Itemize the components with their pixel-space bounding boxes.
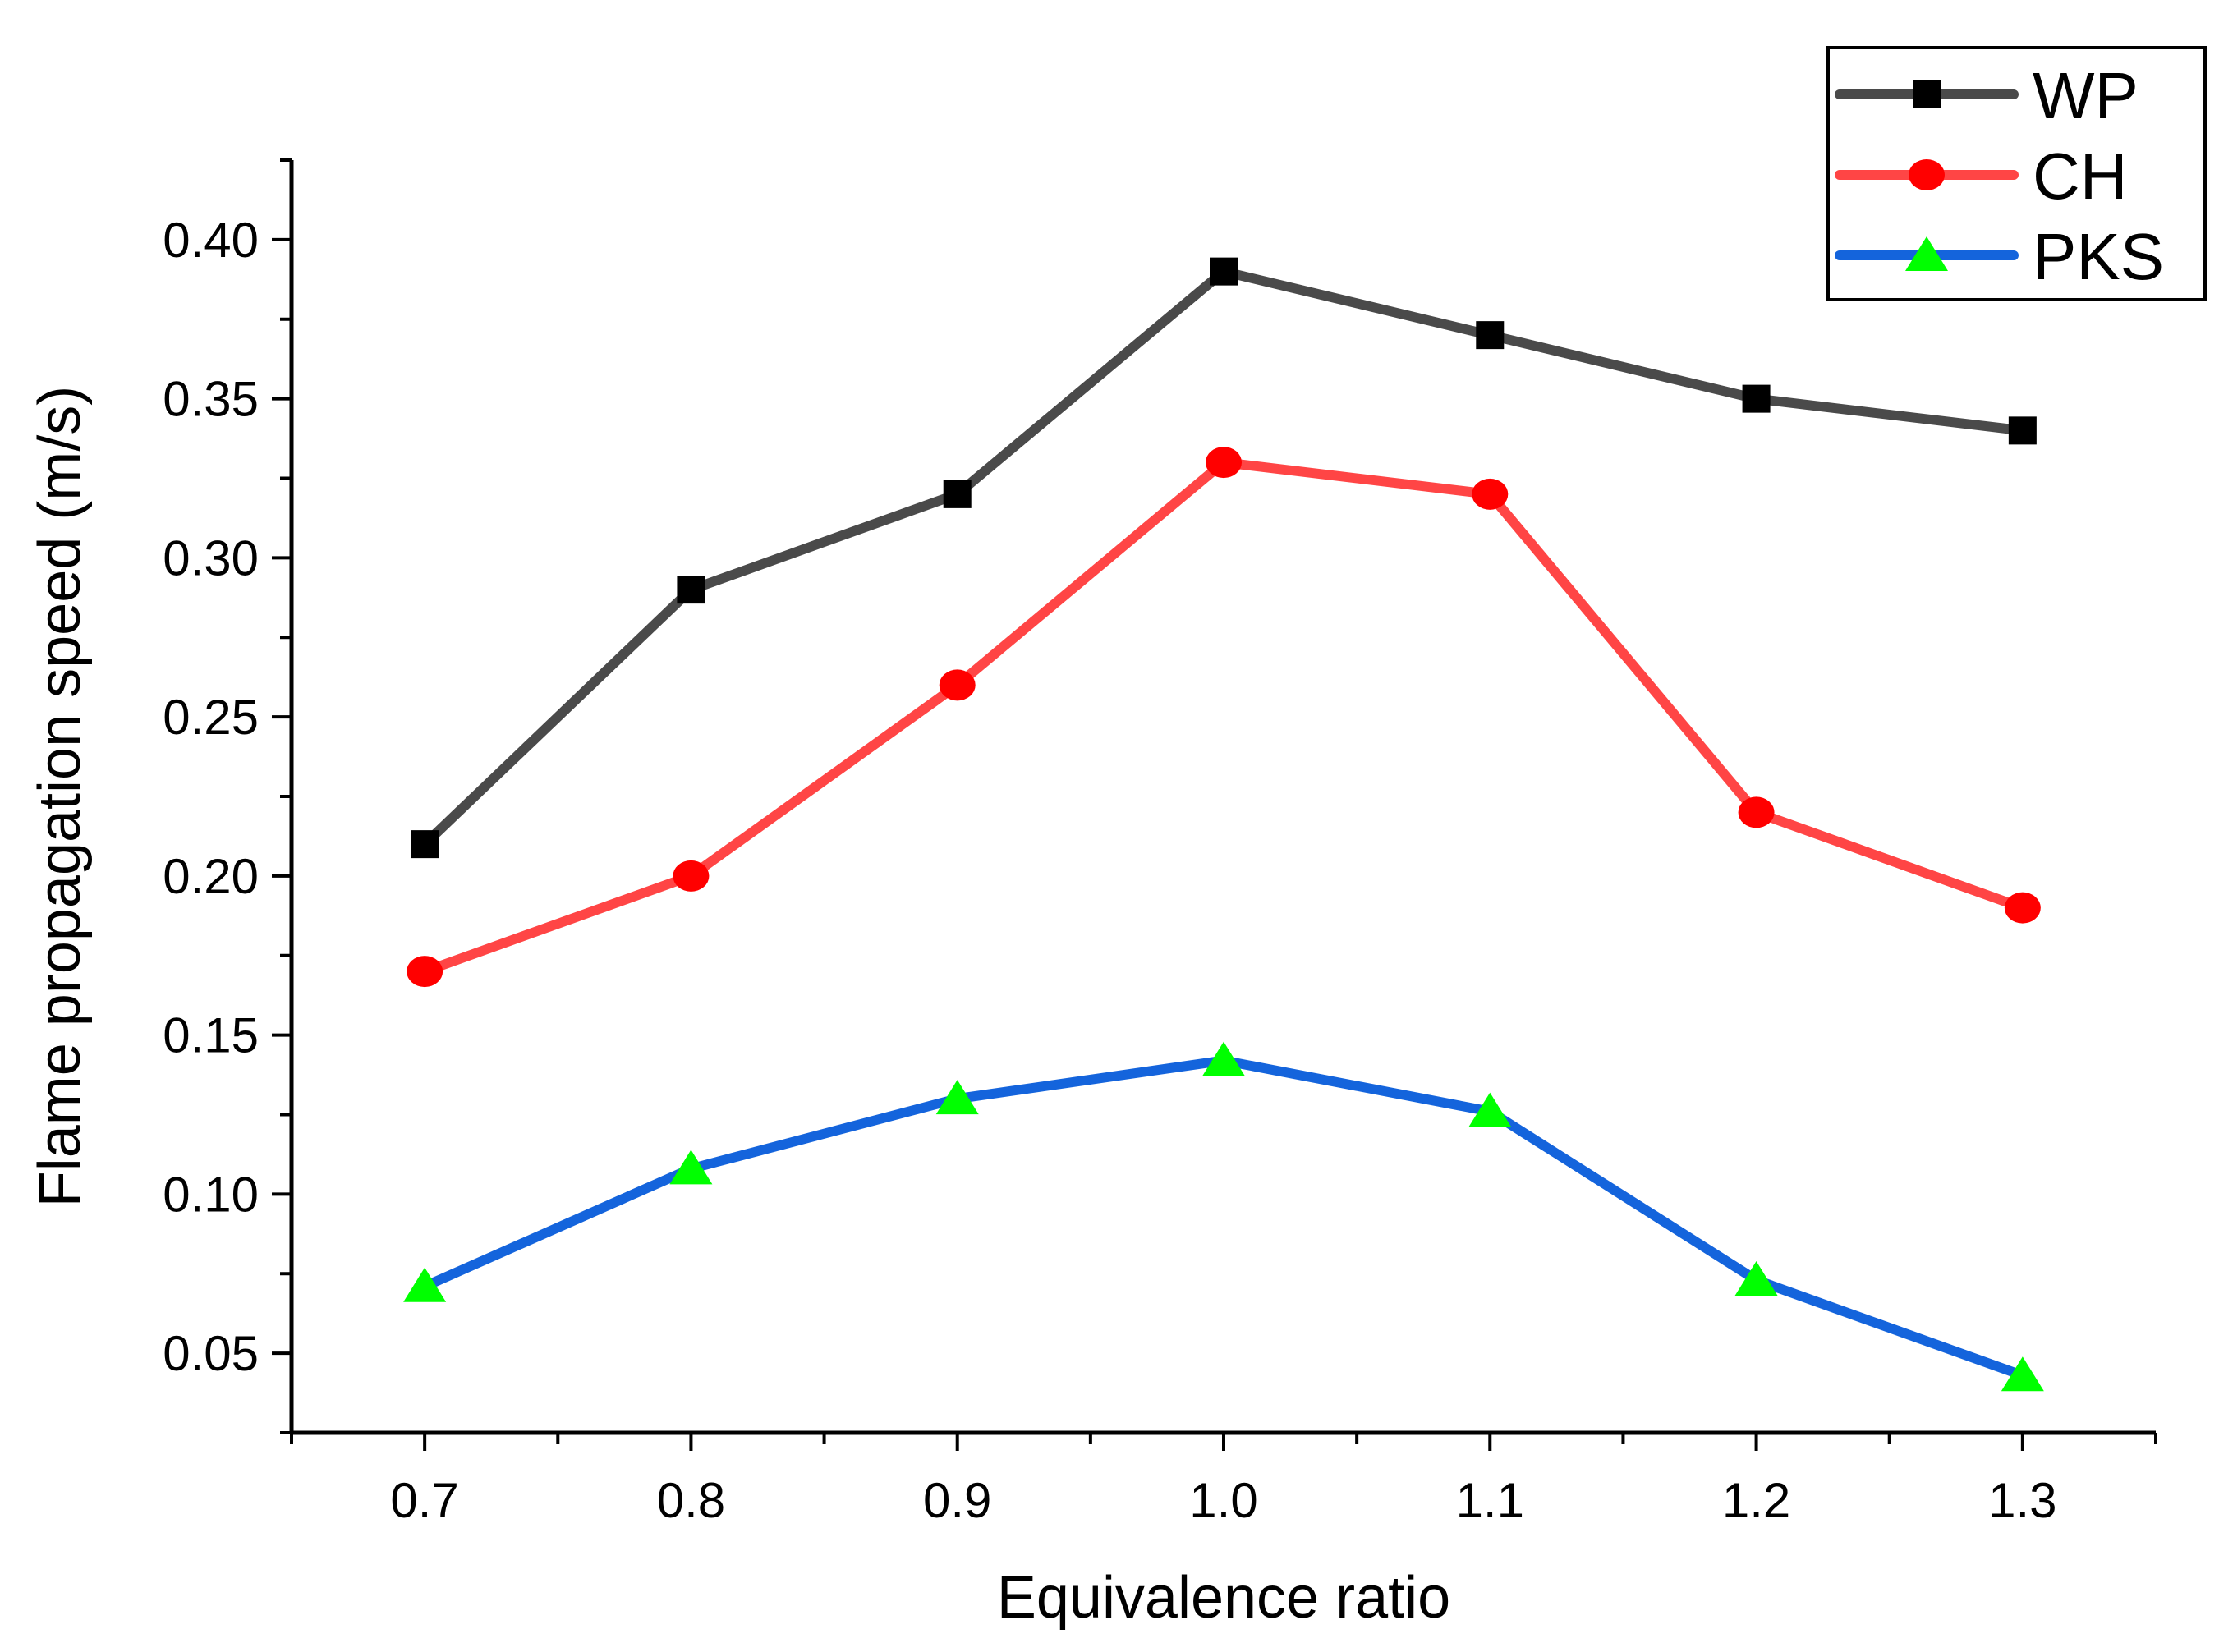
x-tick-label: 1.2 bbox=[1722, 1473, 1790, 1528]
data-point-wp bbox=[1742, 384, 1771, 413]
y-tick-label: 0.20 bbox=[163, 849, 259, 904]
data-point-wp bbox=[411, 830, 439, 859]
data-point-ch bbox=[2004, 892, 2041, 924]
y-tick-label: 0.35 bbox=[163, 372, 259, 427]
legend-item-wp: WP bbox=[1835, 59, 2139, 132]
data-point-ch bbox=[1206, 447, 1242, 479]
data-point-wp bbox=[2008, 416, 2037, 445]
x-axis-title: Equivalence ratio bbox=[997, 1565, 1450, 1631]
legend-label-wp: WP bbox=[2033, 59, 2139, 132]
data-point-ch bbox=[1472, 478, 1509, 510]
series-line-ch bbox=[420, 457, 2028, 977]
y-tick-label: 0.25 bbox=[163, 690, 259, 745]
x-tick-label: 1.3 bbox=[1988, 1473, 2056, 1528]
data-point-pks bbox=[1202, 1041, 1245, 1076]
y-tick-label: 0.05 bbox=[163, 1326, 259, 1381]
y-tick-label: 0.10 bbox=[163, 1167, 259, 1222]
legend-item-pks: PKS bbox=[1835, 220, 2164, 293]
data-point-wp bbox=[677, 576, 705, 604]
data-point-pks bbox=[2001, 1356, 2044, 1392]
data-point-wp bbox=[1476, 321, 1505, 350]
legend-marker-wp bbox=[1913, 80, 1941, 108]
axes bbox=[289, 160, 2156, 1435]
series-line-pks bbox=[420, 1055, 2028, 1381]
y-axis-title: Flame propagation speed (m/s) bbox=[27, 386, 93, 1207]
y-tick-label: 0.30 bbox=[163, 530, 259, 585]
legend-label-ch: CH bbox=[2033, 140, 2128, 213]
series-pks bbox=[403, 1041, 2044, 1392]
legend-marker-pks bbox=[1905, 236, 1948, 271]
series bbox=[403, 257, 2044, 1392]
data-point-pks bbox=[1734, 1261, 1778, 1296]
legend-item-ch: CH bbox=[1835, 140, 2128, 213]
data-point-ch bbox=[1738, 796, 1775, 828]
data-point-pks bbox=[403, 1267, 447, 1302]
data-point-ch bbox=[673, 860, 710, 892]
series-line-wp bbox=[420, 266, 2028, 850]
y-tick-label: 0.40 bbox=[163, 213, 259, 268]
x-tick-label: 0.7 bbox=[390, 1473, 458, 1528]
data-point-ch bbox=[407, 956, 443, 988]
data-point-pks bbox=[1468, 1092, 1512, 1127]
series-wp bbox=[411, 257, 2037, 859]
x-tick-label: 0.8 bbox=[657, 1473, 725, 1528]
x-tick-label: 1.0 bbox=[1189, 1473, 1257, 1528]
data-point-pks bbox=[935, 1080, 979, 1115]
y-tick-label: 0.15 bbox=[163, 1008, 259, 1063]
legend-label-pks: PKS bbox=[2033, 220, 2164, 293]
series-ch bbox=[407, 447, 2041, 988]
legend-marker-ch bbox=[1909, 159, 1945, 190]
data-point-wp bbox=[943, 480, 972, 508]
ticks: 0.7 0.8 0.9 1.0 1.1 1.2 1.3 0.05 0.10 0.15 0.20 0.2… bbox=[163, 158, 2157, 1528]
x-tick-label: 1.1 bbox=[1456, 1473, 1524, 1528]
data-point-ch bbox=[939, 669, 976, 701]
data-point-wp bbox=[1210, 257, 1238, 286]
data-point-pks bbox=[669, 1150, 713, 1185]
x-tick-label: 0.9 bbox=[923, 1473, 991, 1528]
